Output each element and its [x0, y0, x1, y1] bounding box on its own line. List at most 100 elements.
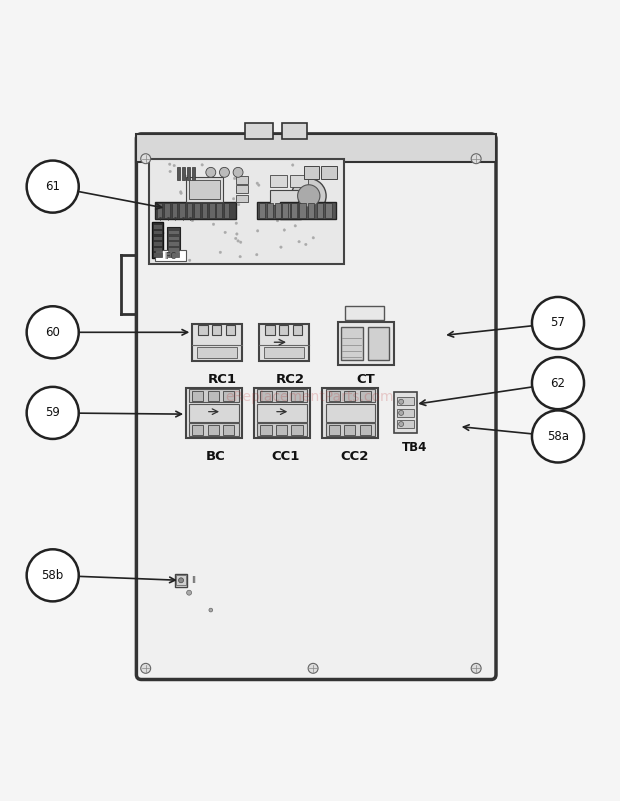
- Bar: [257, 424, 307, 436]
- Bar: [153, 235, 162, 240]
- Bar: [257, 389, 307, 402]
- Bar: [282, 123, 307, 139]
- Circle shape: [187, 590, 192, 595]
- Text: T: T: [166, 217, 169, 222]
- Text: CT: CT: [356, 373, 375, 386]
- Bar: [236, 195, 248, 202]
- Circle shape: [236, 233, 238, 235]
- Bar: [344, 391, 355, 400]
- Text: 61: 61: [45, 180, 60, 193]
- Circle shape: [141, 663, 151, 674]
- Bar: [208, 425, 219, 435]
- Circle shape: [235, 222, 237, 224]
- Bar: [317, 203, 323, 218]
- Text: RC2: RC2: [276, 373, 304, 386]
- Circle shape: [255, 253, 258, 256]
- Bar: [368, 328, 389, 360]
- Circle shape: [308, 663, 318, 674]
- Bar: [283, 203, 290, 218]
- Bar: [192, 167, 195, 180]
- Bar: [326, 203, 332, 218]
- Bar: [254, 388, 310, 437]
- Circle shape: [399, 410, 404, 416]
- Bar: [168, 241, 179, 245]
- Bar: [194, 203, 200, 218]
- Circle shape: [169, 171, 171, 173]
- Bar: [245, 123, 273, 139]
- Circle shape: [221, 168, 223, 171]
- Circle shape: [181, 210, 184, 212]
- Circle shape: [532, 297, 584, 349]
- Bar: [179, 203, 185, 218]
- Circle shape: [298, 240, 300, 243]
- Circle shape: [193, 193, 196, 195]
- Bar: [270, 175, 287, 187]
- Circle shape: [298, 189, 301, 191]
- Bar: [397, 409, 414, 417]
- Circle shape: [313, 191, 316, 193]
- Bar: [164, 203, 170, 218]
- Circle shape: [277, 219, 279, 222]
- Bar: [187, 203, 192, 218]
- Text: 57: 57: [551, 316, 565, 329]
- Text: RC1: RC1: [208, 373, 236, 386]
- Text: CC1: CC1: [271, 450, 299, 463]
- Bar: [209, 203, 215, 218]
- Bar: [259, 324, 309, 360]
- Bar: [326, 404, 375, 422]
- Bar: [293, 325, 302, 335]
- Circle shape: [294, 188, 296, 191]
- Bar: [192, 391, 203, 400]
- Bar: [186, 388, 242, 437]
- Bar: [192, 425, 203, 435]
- Circle shape: [27, 387, 79, 439]
- Bar: [153, 252, 162, 256]
- Bar: [345, 306, 384, 320]
- Bar: [321, 166, 337, 179]
- Circle shape: [27, 306, 79, 358]
- Bar: [394, 392, 417, 433]
- Bar: [197, 347, 237, 358]
- Bar: [279, 325, 288, 335]
- Circle shape: [257, 184, 260, 187]
- Bar: [187, 167, 190, 180]
- Bar: [155, 250, 186, 261]
- Bar: [260, 391, 272, 400]
- Bar: [189, 404, 239, 422]
- Circle shape: [239, 256, 241, 258]
- Text: CC2: CC2: [340, 450, 369, 463]
- Circle shape: [206, 167, 216, 177]
- Text: II: II: [191, 576, 196, 585]
- Bar: [153, 247, 162, 251]
- Circle shape: [27, 160, 79, 212]
- Bar: [153, 224, 162, 229]
- Bar: [216, 203, 222, 218]
- Text: T: T: [180, 217, 184, 222]
- Bar: [202, 203, 207, 218]
- Circle shape: [271, 205, 273, 207]
- Circle shape: [233, 167, 243, 177]
- Circle shape: [307, 197, 309, 199]
- Circle shape: [257, 230, 259, 232]
- Text: 59: 59: [45, 406, 60, 420]
- Circle shape: [234, 237, 237, 239]
- Bar: [291, 203, 297, 218]
- Circle shape: [334, 171, 337, 174]
- Bar: [338, 322, 394, 364]
- Bar: [176, 575, 186, 586]
- Circle shape: [399, 399, 404, 405]
- Bar: [329, 391, 340, 400]
- Circle shape: [287, 214, 290, 216]
- Circle shape: [219, 251, 221, 254]
- Circle shape: [291, 179, 326, 213]
- Circle shape: [27, 549, 79, 602]
- Circle shape: [179, 191, 182, 193]
- Circle shape: [208, 203, 211, 205]
- Bar: [236, 185, 248, 193]
- Circle shape: [272, 178, 275, 180]
- Bar: [168, 252, 179, 256]
- Circle shape: [277, 213, 280, 215]
- Circle shape: [209, 608, 213, 612]
- Text: TB4: TB4: [402, 441, 427, 454]
- Circle shape: [532, 357, 584, 409]
